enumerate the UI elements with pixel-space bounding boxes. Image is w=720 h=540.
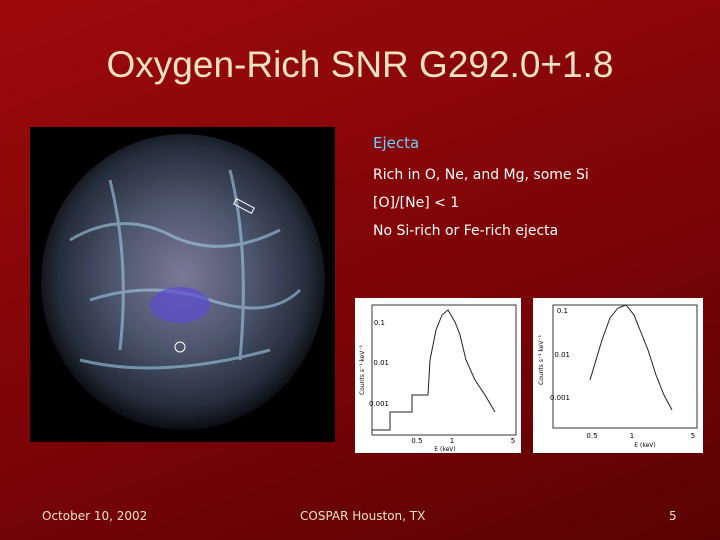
spectrum-curve (589, 304, 673, 411)
ejecta-item: [O]/[Ne] < 1 (373, 195, 460, 211)
ejecta-item: No Si-rich or Fe-rich ejecta (373, 223, 559, 239)
filaments (69, 169, 302, 370)
spectrum-axes (371, 304, 517, 436)
y-tick-label: 0.1 (557, 307, 568, 315)
ejecta-heading: Ejecta (373, 134, 420, 152)
ejecta-item: Rich in O, Ne, and Mg, some Si (373, 167, 589, 183)
x-tick-label: 5 (511, 437, 515, 445)
page-number: 5 (669, 509, 677, 523)
x-tick-label: 1 (630, 432, 634, 440)
marker-circle (174, 341, 186, 353)
y-axis-label: Counts s⁻¹ keV⁻¹ (359, 344, 366, 395)
x-tick-label: 1 (450, 437, 454, 445)
x-tick-label: 0.5 (586, 432, 597, 440)
y-tick-label: 0.001 (550, 394, 570, 402)
spectrum-panel (533, 298, 703, 453)
footer-venue: COSPAR Houston, TX (300, 509, 426, 523)
footer-date: October 10, 2002 (42, 509, 148, 523)
marker-box (233, 197, 255, 215)
slide-title: Oxygen-Rich SNR G292.0+1.8 (106, 44, 614, 85)
snr-core (150, 287, 210, 323)
y-tick-label: 0.001 (369, 400, 389, 408)
y-axis-label: Counts s⁻¹ keV⁻¹ (538, 334, 545, 385)
snr-nebula (41, 134, 325, 430)
x-axis-label: E (keV) (634, 442, 655, 449)
x-axis-label: E (keV) (434, 446, 455, 453)
x-tick-label: 5 (691, 432, 695, 440)
y-tick-label: 0.1 (374, 319, 385, 327)
x-tick-label: 0.5 (411, 437, 422, 445)
y-tick-label: 0.01 (554, 351, 570, 359)
spectrum-curve (372, 309, 496, 431)
y-tick-label: 0.01 (373, 359, 389, 367)
